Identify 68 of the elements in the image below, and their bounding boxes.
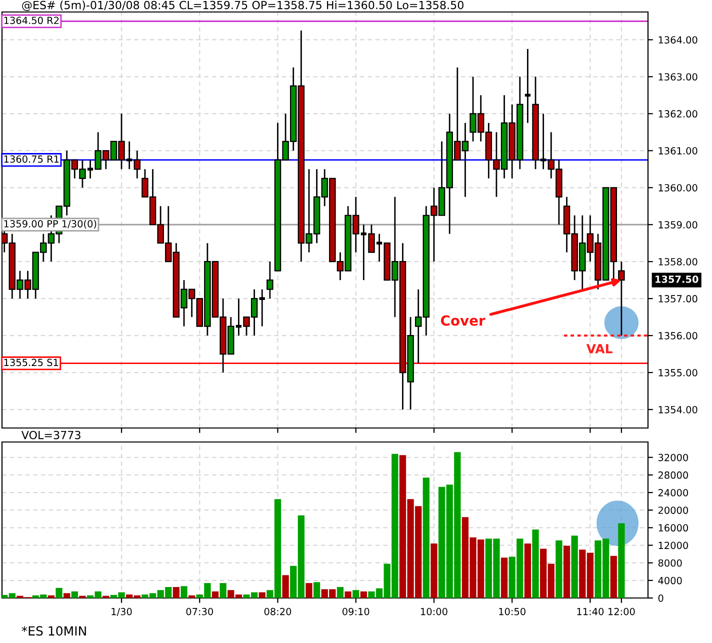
bar [56,588,62,598]
bar [500,558,508,598]
y-tick-label: 1364.00 [658,36,698,44]
bar [64,593,70,598]
bar [618,523,625,598]
y-tick-label: 1362.00 [658,110,698,118]
x-tick-label: 1/30 [112,608,132,616]
chart-title: VOL=3773 [21,430,80,440]
bar [48,595,55,598]
bar [344,591,352,598]
x-tick-label: 09:10 [342,608,370,616]
y-tick-label: 0 [658,594,664,602]
y-tick-label: 1357.00 [658,295,698,302]
text: *ES 10MIN [22,626,86,636]
x-tick-label: 08:20 [264,608,292,616]
y-tick-label: 8000 [658,559,682,567]
y-tick-label: 1363.00 [658,73,698,81]
y-tick-label: 28000 [658,471,688,479]
y-tick-label: 24000 [658,489,688,496]
candlestick [618,260,625,336]
ref-line-label: 1360.75 R1 [4,155,59,163]
bar [422,478,430,598]
y-tick-label: 4000 [658,576,682,584]
y-tick-label: 32000 [658,454,688,462]
bar [180,586,188,598]
x-tick-label: 07:30 [186,608,213,616]
bar [71,591,78,598]
bar [563,546,570,598]
candlestick [266,260,274,300]
y-tick-label: 12000 [658,542,688,550]
y-tick-label: 1355.00 [658,369,698,376]
bar [610,556,617,598]
bar [430,544,438,598]
y-tick-label: 1356.00 [658,332,698,340]
y-tick-label: 16000 [658,524,688,532]
bar [336,587,344,598]
x-tick-label: 10:00 [421,608,448,616]
bar [220,583,226,598]
bar [360,591,367,598]
x-tick-label: 12:00 [608,608,635,616]
bar [306,583,312,598]
ref-line-label: 1359.00 PP 1/30(0) [4,220,96,229]
bar [188,595,196,598]
y-tick-label: 1361.00 [658,147,698,154]
bar [556,540,562,598]
bar [571,536,578,598]
y-tick-label: 1360.00 [658,184,698,192]
bar [524,544,532,598]
x-tick-label: 11:40 [577,608,604,616]
text: 1357.50 [656,276,698,283]
chart-title: @ES# (5m)-01/30/08 08:45 CL=1359.75 OP=1358.75 Hi=1360.50 Lo=1358.50 [22,0,464,11]
y-tick-label: 1359.00 [658,221,698,228]
bar [212,591,219,598]
ref-line-label: VAL [586,344,612,354]
x-tick-label: 10:50 [499,608,526,616]
bar [172,587,180,598]
y-tick-label: 1358.00 [658,258,698,266]
bar [313,582,320,598]
y-tick-label: 20000 [658,506,688,514]
bar [352,590,360,598]
y-tick-label: 1354.00 [658,406,698,414]
bar [258,592,266,598]
ref-line-label: 1364.50 R2 [4,16,59,24]
bar [532,529,539,598]
annotation: Cover [440,315,486,326]
ref-line-label: 1355.25 S1 [4,358,58,366]
bar [282,575,289,598]
candlestick [134,150,141,180]
